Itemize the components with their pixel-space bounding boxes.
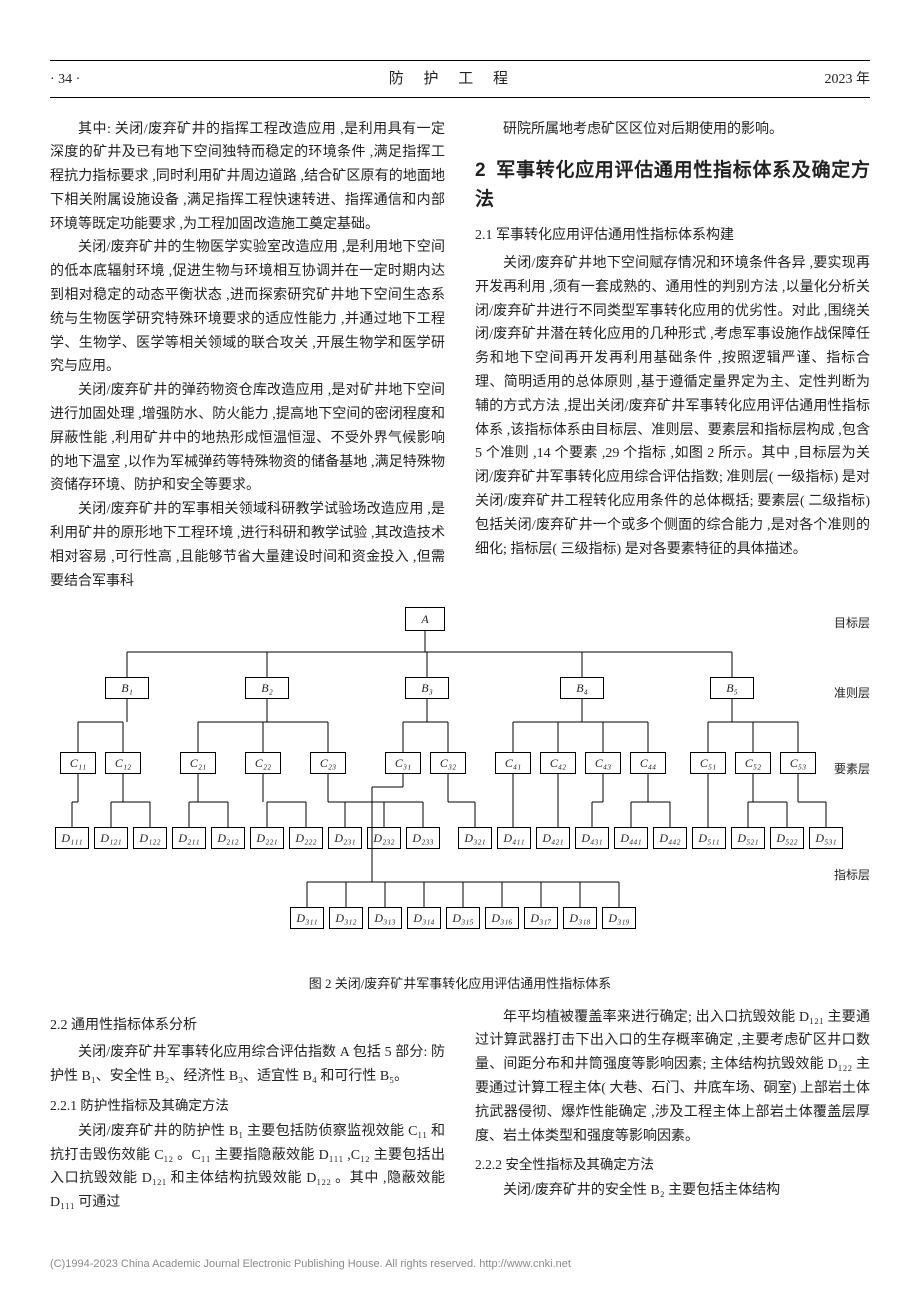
paragraph: 关闭/废弃矿井的军事相关领域科研教学试验场改造应用 ,是利用矿井的原形地下工程环…: [50, 498, 445, 593]
header-top-rule: [50, 60, 870, 61]
node-D531: D₅₃₁: [809, 827, 843, 849]
subsection-2-1: 2.1 军事转化应用评估通用性指标体系构建: [475, 224, 870, 248]
node-C22: C₂₂: [245, 752, 281, 774]
copyright-footer: (C)1994-2023 China Academic Journal Elec…: [50, 1255, 870, 1274]
node-C43: C₄₃: [585, 752, 621, 774]
node-D222: D₂₂₂: [289, 827, 323, 849]
node-D232: D₂₃₂: [367, 827, 401, 849]
paragraph: 关闭/废弃矿井的弹药物资仓库改造应用 ,是对矿井地下空间进行加固处理 ,增强防水…: [50, 379, 445, 498]
node-C12: C₁₂: [105, 752, 141, 774]
node-D111: D₁₁₁: [55, 827, 89, 849]
node-D231: D₂₃₁: [328, 827, 362, 849]
paragraph: 关闭/废弃矿井的防护性 B₁ 主要包括防侦察监视效能 C₁₁ 和抗打击毁伤效能 …: [50, 1120, 445, 1215]
node-D221: D₂₂₁: [250, 827, 284, 849]
year-label: 2023 年: [825, 68, 871, 92]
figure-2: 目标层 准则层 要素层 指标层 A B₁ B₂ B₃ B₄ B₅ C₁₁ C₁₂…: [50, 607, 870, 995]
node-D311: D₃₁₁: [290, 907, 324, 929]
paragraph: 关闭/废弃矿井地下空间赋存情况和环境条件各异 ,要实现再开发再利用 ,须有一套成…: [475, 252, 870, 561]
node-B5: B₅: [710, 677, 754, 699]
subsubsection-2-2-1: 2.2.1 防护性指标及其确定方法: [50, 1095, 445, 1118]
paragraph: 其中: 关闭/废弃矿井的指挥工程改造应用 ,是利用具有一定深度的矿井及已有地下空…: [50, 118, 445, 237]
page-number: · 34 ·: [50, 68, 80, 92]
node-B1: B₁: [105, 677, 149, 699]
subsection-2-2: 2.2 通用性指标体系分析: [50, 1014, 445, 1038]
paragraph: 关闭/废弃矿井的安全性 B₂ 主要包括主体结构: [475, 1179, 870, 1203]
node-C51: C₅₁: [690, 752, 726, 774]
section-2-title: 2军事转化应用评估通用性指标体系及确定方法: [475, 157, 870, 214]
node-D442: D₄₄₂: [653, 827, 687, 849]
node-D312: D₃₁₂: [329, 907, 363, 929]
node-D211: D₂₁₁: [172, 827, 206, 849]
running-header: · 34 · 防 护 工 程 2023 年: [50, 67, 870, 93]
node-B2: B₂: [245, 677, 289, 699]
node-D321: D₃₂₁: [458, 827, 492, 849]
paragraph: 关闭/废弃矿井的生物医学实验室改造应用 ,是利用地下空间的低本底辐射环境 ,促进…: [50, 236, 445, 379]
node-D411: D₄₁₁: [497, 827, 531, 849]
node-D421: D₄₂₁: [536, 827, 570, 849]
header-bottom-rule: [50, 97, 870, 98]
layer-label-target: 目标层: [834, 613, 870, 633]
layer-label-indicator: 指标层: [834, 865, 870, 885]
node-D212: D₂₁₂: [211, 827, 245, 849]
node-B3: B₃: [405, 677, 449, 699]
paragraph: 关闭/废弃矿井军事转化应用综合评估指数 A 包括 5 部分: 防护性 B₁、安全…: [50, 1041, 445, 1089]
layer-label-element: 要素层: [834, 759, 870, 779]
node-A: A: [405, 607, 445, 631]
node-D233: D₂₃₃: [406, 827, 440, 849]
node-C41: C₄₁: [495, 752, 531, 774]
node-C53: C₅₃: [780, 752, 816, 774]
node-C32: C₃₂: [430, 752, 466, 774]
figure-2-caption: 图 2 关闭/废弃矿井军事转化应用评估通用性指标体系: [50, 973, 870, 995]
node-D511: D₅₁₁: [692, 827, 726, 849]
layer-label-criterion: 准则层: [834, 683, 870, 703]
node-D314: D₃₁₄: [407, 907, 441, 929]
node-D318: D₃₁₈: [563, 907, 597, 929]
node-B4: B₄: [560, 677, 604, 699]
node-D316: D₃₁₆: [485, 907, 519, 929]
node-D317: D₃₁₇: [524, 907, 558, 929]
subsubsection-2-2-2: 2.2.2 安全性指标及其确定方法: [475, 1154, 870, 1177]
node-D315: D₃₁₅: [446, 907, 480, 929]
paragraph: 研院所属地考虑矿区区位对后期使用的影响。: [475, 118, 870, 142]
node-D431: D₄₃₁: [575, 827, 609, 849]
body-columns-lower: 2.2 通用性指标体系分析 关闭/废弃矿井军事转化应用综合评估指数 A 包括 5…: [50, 1006, 870, 1216]
node-D522: D₅₂₂: [770, 827, 804, 849]
node-C31: C₃₁: [385, 752, 421, 774]
node-C42: C₄₂: [540, 752, 576, 774]
node-D122: D₁₂₂: [133, 827, 167, 849]
body-columns-upper: 其中: 关闭/废弃矿井的指挥工程改造应用 ,是利用具有一定深度的矿井及已有地下空…: [50, 118, 870, 594]
node-C23: C₂₃: [310, 752, 346, 774]
node-D441: D₄₄₁: [614, 827, 648, 849]
node-C52: C₅₂: [735, 752, 771, 774]
node-D319: D₃₁₉: [602, 907, 636, 929]
node-C21: C₂₁: [180, 752, 216, 774]
node-D313: D₃₁₃: [368, 907, 402, 929]
section-heading: 军事转化应用评估通用性指标体系及确定方法: [475, 160, 870, 210]
node-D521: D₅₂₁: [731, 827, 765, 849]
journal-name: 防 护 工 程: [80, 67, 824, 93]
tree-diagram: 目标层 准则层 要素层 指标层 A B₁ B₂ B₃ B₄ B₅ C₁₁ C₁₂…: [50, 607, 870, 967]
section-number: 2: [475, 160, 486, 181]
node-D121: D₁₂₁: [94, 827, 128, 849]
node-C44: C₄₄: [630, 752, 666, 774]
node-C11: C₁₁: [60, 752, 96, 774]
paragraph: 年平均植被覆盖率来进行确定; 出入口抗毁效能 D₁₂₁ 主要通过计算武器打击下出…: [475, 1006, 870, 1149]
